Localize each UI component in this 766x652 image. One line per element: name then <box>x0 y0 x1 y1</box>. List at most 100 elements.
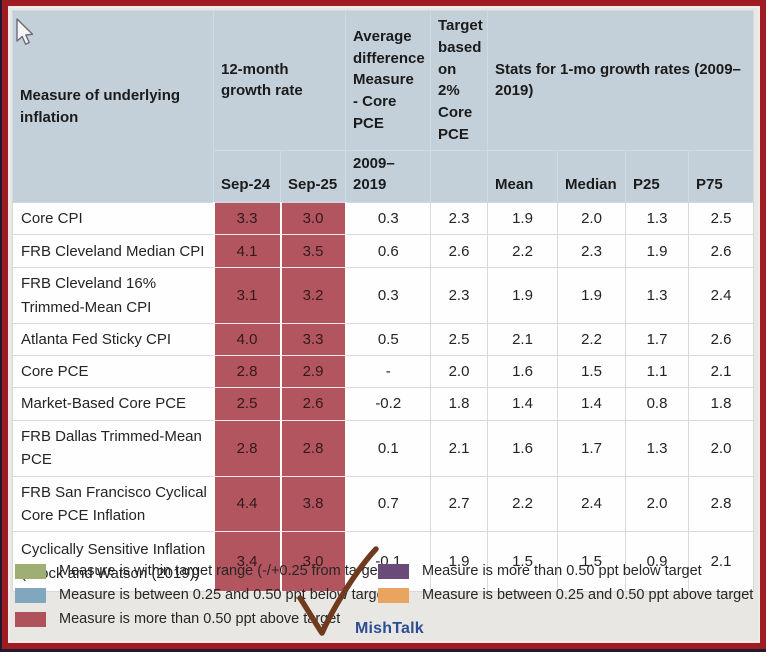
cell-avg-diff: 0.7 <box>345 475 431 532</box>
cell-sep24: 2.8 <box>212 354 282 389</box>
cell-p75: 2.8 <box>687 475 755 532</box>
group-header-12mo-growth: 12-month growth rate <box>213 10 346 151</box>
cell-p75: 2.5 <box>687 201 755 236</box>
legend-right-column: Measure is more than 0.50 ppt below targ… <box>378 563 753 611</box>
cell-avg-diff: 0.3 <box>345 201 431 236</box>
cell-p75: 2.1 <box>687 531 755 592</box>
cell-median: 2.4 <box>557 475 626 532</box>
cell-median: 2.3 <box>557 234 626 269</box>
legend-item: Measure is within target range (-/+0.25 … <box>15 563 389 579</box>
cell-p25: 1.3 <box>625 201 689 236</box>
cell-p75: 2.1 <box>687 354 755 389</box>
cell-mean: 1.6 <box>487 419 558 477</box>
cell-avg-diff: 0.5 <box>345 322 431 357</box>
cell-label: Atlanta Fed Sticky CPI <box>12 322 214 357</box>
cell-avg-diff: 0.6 <box>345 234 431 269</box>
legend-item: Measure is between 0.25 and 0.50 ppt abo… <box>378 587 753 603</box>
legend-color-swatch <box>15 563 46 579</box>
subheader-2009-2019: 2009–2019 <box>345 149 431 203</box>
cell-label: FRB Cleveland 16% Trimmed-Mean CPI <box>12 267 214 324</box>
group-header-target: Target based on 2% Core PCE <box>430 10 488 151</box>
cell-mean: 1.9 <box>487 201 558 236</box>
group-header-avg-difference: Average difference Measure - Core PCE <box>345 10 431 151</box>
cell-p75: 1.8 <box>687 387 755 421</box>
legend-left-column: Measure is within target range (-/+0.25 … <box>15 563 389 635</box>
legend-label: Measure is more than 0.50 ppt below targ… <box>422 563 702 579</box>
cell-p25: 1.3 <box>625 419 689 477</box>
inflation-measures-table: Measure of underlying inflation 12-month… <box>12 10 755 592</box>
legend-label: Measure is more than 0.50 ppt above targ… <box>59 611 341 627</box>
cell-sep25: 3.2 <box>279 267 347 324</box>
cell-median: 1.7 <box>557 419 626 477</box>
cell-sep24: 2.5 <box>212 387 282 421</box>
cell-mean: 2.1 <box>487 322 558 357</box>
cell-mean: 2.2 <box>487 475 558 532</box>
cell-label: FRB Cleveland Median CPI <box>12 234 214 269</box>
legend-color-swatch <box>15 587 46 603</box>
legend-label: Measure is between 0.25 and 0.50 ppt bel… <box>59 587 389 603</box>
cell-target: 2.1 <box>430 419 488 477</box>
cell-sep24: 2.8 <box>212 419 282 477</box>
cell-avg-diff: 0.3 <box>345 267 431 324</box>
legend-label: Measure is between 0.25 and 0.50 ppt abo… <box>422 587 754 603</box>
cell-avg-diff: -0.2 <box>345 387 431 421</box>
cell-sep25: 2.9 <box>279 354 347 389</box>
cell-target: 2.3 <box>430 201 488 236</box>
cell-avg-diff: 0.1 <box>345 419 431 477</box>
table-row: Cyclically Sensitive Inflation (Stock an… <box>12 531 755 592</box>
cell-p25: 2.0 <box>625 475 689 532</box>
cell-p75: 2.4 <box>687 267 755 324</box>
cell-median: 1.5 <box>557 531 626 592</box>
cell-sep25: 3.5 <box>279 234 347 269</box>
cell-avg-diff: - <box>345 354 431 389</box>
legend-color-swatch <box>378 587 409 603</box>
cell-mean: 2.2 <box>487 234 558 269</box>
cell-sep24: 4.4 <box>212 475 282 532</box>
cell-label: Core PCE <box>12 354 214 389</box>
legend-item: Measure is more than 0.50 ppt below targ… <box>378 563 753 579</box>
cell-p75: 2.0 <box>687 419 755 477</box>
cell-p25: 1.1 <box>625 354 689 389</box>
cell-mean: 1.9 <box>487 267 558 324</box>
column-header-measure: Measure of underlying inflation <box>12 10 214 203</box>
table-row: Market-Based Core PCE 2.5 2.6 -0.2 1.8 1.4 1.4… <box>12 387 755 421</box>
cell-sep24: 3.3 <box>212 201 282 236</box>
cell-p75: 2.6 <box>687 234 755 269</box>
cell-p25: 1.9 <box>625 234 689 269</box>
legend-label: Measure is within target range (-/+0.25 … <box>59 563 387 579</box>
table-row: FRB Cleveland 16% Trimmed-Mean CPI 3.1 3.2… <box>12 267 755 324</box>
cell-mean: 1.5 <box>487 531 558 592</box>
cell-sep24: 3.4 <box>212 531 282 592</box>
cell-target: 1.8 <box>430 387 488 421</box>
cell-label: Core CPI <box>12 201 214 236</box>
subheader-sep24: Sep-24 <box>213 149 281 203</box>
table-row: Atlanta Fed Sticky CPI 4.0 3.3 0.5 2.5 2.1 2.2… <box>12 322 755 357</box>
cell-sep24: 3.1 <box>212 267 282 324</box>
cell-target: 2.3 <box>430 267 488 324</box>
cell-p25: 1.7 <box>625 322 689 357</box>
cell-sep24: 4.0 <box>212 322 282 357</box>
subheader-p75: P75 <box>687 149 755 203</box>
subheader-sep25: Sep-25 <box>280 149 346 203</box>
cell-median: 2.2 <box>557 322 626 357</box>
cell-median: 1.4 <box>557 387 626 421</box>
cell-label: FRB San Francisco Cyclical Core PCE Infl… <box>12 475 214 532</box>
cell-sep25: 3.3 <box>279 322 347 357</box>
cell-median: 1.9 <box>557 267 626 324</box>
legend-color-swatch <box>378 563 409 579</box>
cell-sep25: 2.6 <box>279 387 347 421</box>
cell-sep25: 2.8 <box>279 419 347 477</box>
cell-label: Cyclically Sensitive Inflation (Stock an… <box>12 531 214 592</box>
table-row: Core PCE 2.8 2.9-2.0 1.6 1.5 1.1 2.1 <box>12 354 755 389</box>
legend-item: Measure is between 0.25 and 0.50 ppt bel… <box>15 587 389 603</box>
mishtalk-brand[interactable]: MishTalk <box>355 620 424 637</box>
cell-p75: 2.6 <box>687 322 755 357</box>
subheader-target-blank <box>430 149 488 203</box>
cell-target: 2.0 <box>430 354 488 389</box>
cell-p25: 0.8 <box>625 387 689 421</box>
group-header-stats: Stats for 1-mo growth rates (2009–2019) <box>486 10 755 151</box>
legend-item: Measure is more than 0.50 ppt above targ… <box>15 611 389 627</box>
cell-target: 2.5 <box>430 322 488 357</box>
cell-p25: 1.3 <box>625 267 689 324</box>
